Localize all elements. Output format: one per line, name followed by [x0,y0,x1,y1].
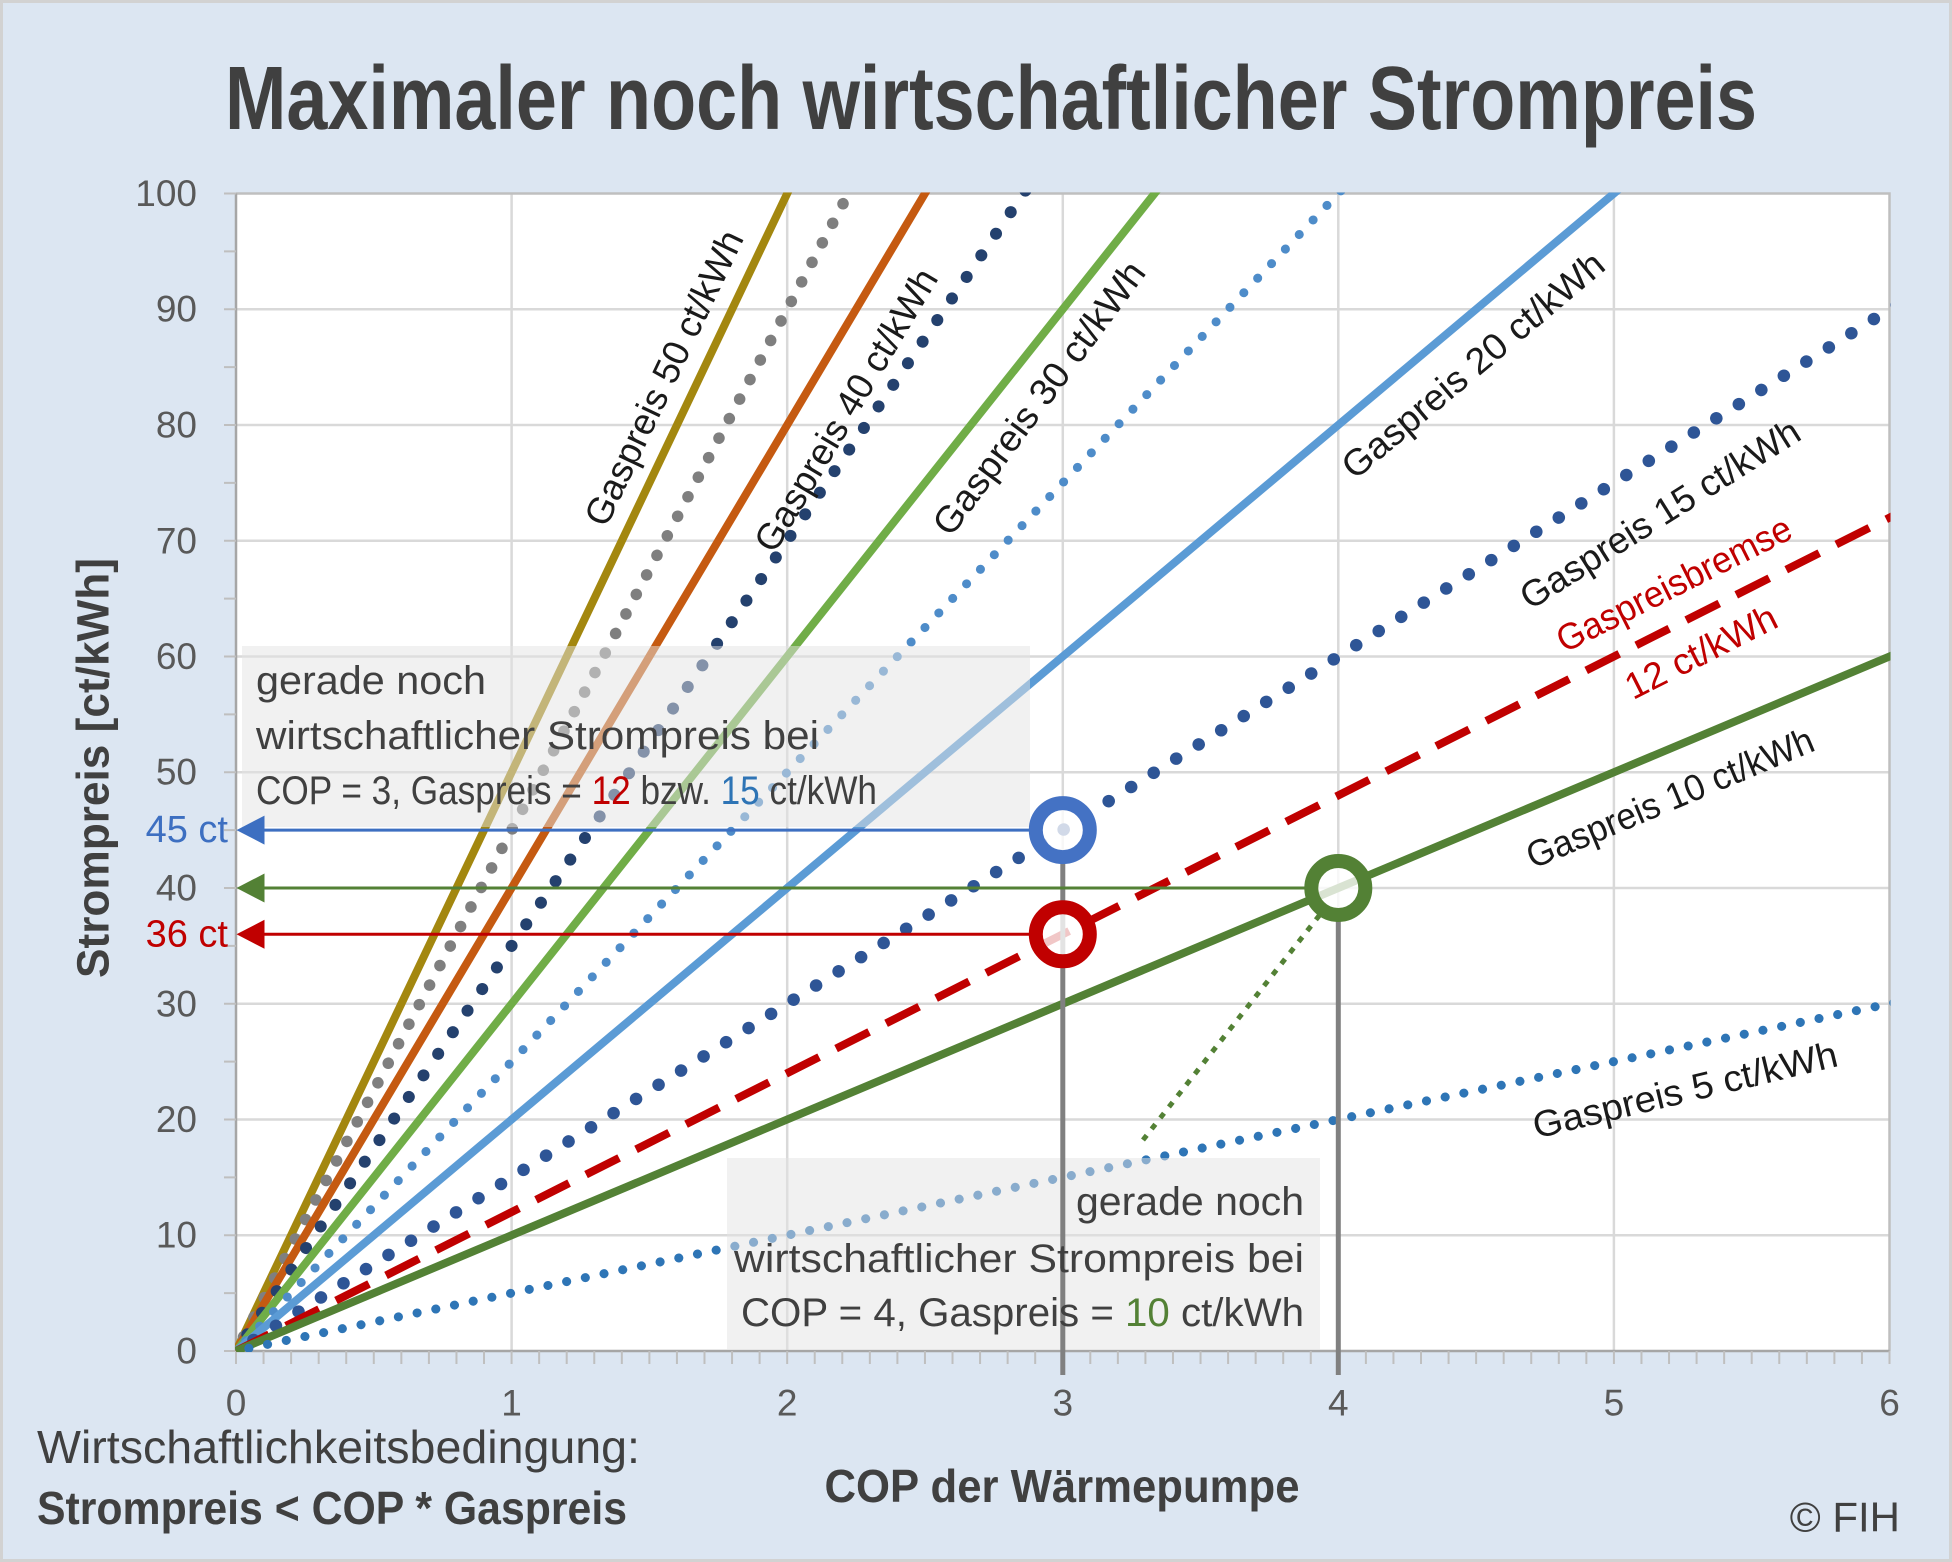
svg-text:wirtschaftlicher Strompreis be: wirtschaftlicher Strompreis bei [733,1237,1304,1281]
svg-text:gerade noch: gerade noch [256,659,486,703]
svg-text:3: 3 [1053,1383,1074,1424]
svg-text:0: 0 [226,1383,247,1424]
svg-text:COP = 3, Gaspreis = 12 bzw. 15: COP = 3, Gaspreis = 12 bzw. 15 ct/kWh [256,769,877,813]
svg-text:45 ct: 45 ct [146,809,229,851]
svg-text:COP der Wärmepumpe: COP der Wärmepumpe [825,1460,1300,1512]
svg-text:36 ct: 36 ct [146,913,229,955]
svg-text:10: 10 [156,1215,197,1256]
svg-text:100: 100 [135,173,197,214]
svg-text:© FIH: © FIH [1790,1494,1900,1541]
svg-text:60: 60 [156,636,197,677]
svg-text:wirtschaftlicher Strompreis be: wirtschaftlicher Strompreis bei [255,714,819,758]
svg-text:Wirtschaftlichkeitsbedingung:: Wirtschaftlichkeitsbedingung: [37,1421,640,1473]
svg-text:4: 4 [1328,1383,1349,1424]
svg-text:6: 6 [1879,1383,1900,1424]
svg-text:1: 1 [501,1383,522,1424]
svg-text:Maximaler noch wirtschaftliche: Maximaler noch wirtschaftlicher Strompre… [225,49,1757,149]
svg-text:2: 2 [777,1383,798,1424]
svg-text:50: 50 [156,752,197,793]
svg-text:Strompreis < COP * Gaspreis: Strompreis < COP * Gaspreis [37,1482,627,1534]
svg-text:40: 40 [156,868,197,909]
svg-text:5: 5 [1604,1383,1625,1424]
svg-text:gerade noch: gerade noch [1076,1180,1304,1224]
svg-text:20: 20 [156,1099,197,1140]
svg-text:80: 80 [156,405,197,446]
svg-text:Strompreis [ct/kWh]: Strompreis [ct/kWh] [68,558,119,978]
svg-text:90: 90 [156,289,197,330]
svg-text:0: 0 [176,1331,197,1372]
svg-text:70: 70 [156,520,197,561]
svg-text:30: 30 [156,983,197,1024]
svg-text:COP = 4, Gaspreis = 10 ct/kWh: COP = 4, Gaspreis = 10 ct/kWh [741,1291,1304,1335]
